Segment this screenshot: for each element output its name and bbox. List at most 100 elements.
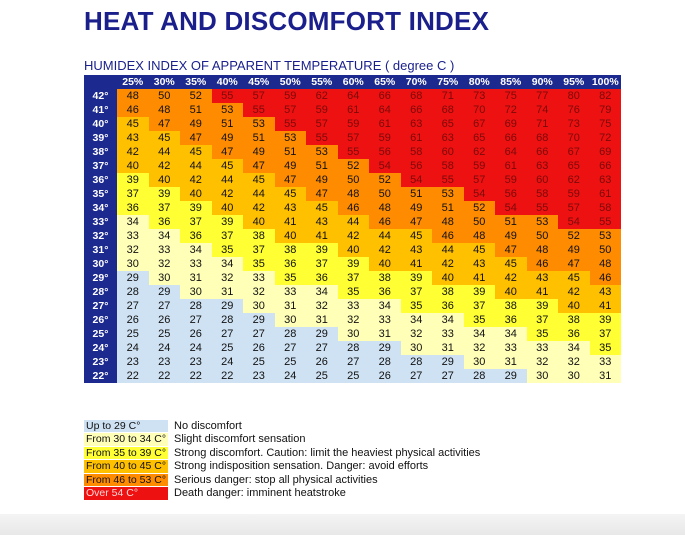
humidex-cell: 62 xyxy=(463,145,495,159)
humidex-cell: 34 xyxy=(558,341,590,355)
humidex-cell: 30 xyxy=(400,341,432,355)
humidex-cell: 58 xyxy=(400,145,432,159)
humidity-header-row: 25% 30% 35% 40% 45% 50% 55% 60% 65% 70% 75% 80% 85% 9… xyxy=(84,75,621,89)
humidex-cell: 52 xyxy=(369,173,401,187)
humidex-cell: 33 xyxy=(526,341,558,355)
table-row: 25° 25 25 26 27 27 28 29 30 31 32 33 34 34 35 36 37 xyxy=(84,327,621,341)
humidex-cell: 50 xyxy=(337,173,369,187)
humidity-label: 30% xyxy=(148,75,180,89)
humidex-cell: 23 xyxy=(117,355,149,369)
humidex-cell: 55 xyxy=(274,117,306,131)
humidex-cell: 75 xyxy=(495,89,527,103)
humidex-cell: 30 xyxy=(558,369,590,383)
humidex-cell: 40 xyxy=(558,299,590,313)
table-corner xyxy=(84,75,117,89)
humidex-cell: 53 xyxy=(526,215,558,229)
humidex-cell: 42 xyxy=(148,159,180,173)
humidex-cell: 47 xyxy=(495,243,527,257)
temperature-label: 24° xyxy=(84,341,117,355)
humidex-cell: 29 xyxy=(306,327,338,341)
humidex-cell: 48 xyxy=(117,89,149,103)
legend-swatch: From 40 to 45 C° xyxy=(84,460,168,473)
humidex-cell: 38 xyxy=(558,313,590,327)
humidex-cell: 37 xyxy=(526,313,558,327)
humidity-label: 60% xyxy=(337,75,369,89)
humidex-cell: 31 xyxy=(432,341,464,355)
humidex-cell: 75 xyxy=(589,117,621,131)
legend-item: From 35 to 39 C° Strong discomfort. Cauti… xyxy=(84,446,480,460)
humidex-cell: 53 xyxy=(243,117,275,131)
humidity-label: 50% xyxy=(274,75,306,89)
humidex-cell: 41 xyxy=(589,299,621,313)
humidex-cell: 55 xyxy=(337,145,369,159)
humidex-cell: 32 xyxy=(306,299,338,313)
humidex-cell: 24 xyxy=(274,369,306,383)
temperature-label: 29° xyxy=(84,271,117,285)
humidex-cell: 31 xyxy=(495,355,527,369)
humidex-cell: 47 xyxy=(180,131,212,145)
humidex-cell: 50 xyxy=(463,215,495,229)
temperature-label: 28° xyxy=(84,285,117,299)
humidex-cell: 60 xyxy=(432,145,464,159)
humidex-cell: 37 xyxy=(306,257,338,271)
humidex-cell: 24 xyxy=(117,341,149,355)
humidex-cell: 35 xyxy=(274,271,306,285)
humidex-cell: 43 xyxy=(463,257,495,271)
humidex-cell: 31 xyxy=(369,327,401,341)
humidex-cell: 54 xyxy=(495,201,527,215)
humidex-cell: 38 xyxy=(243,229,275,243)
humidex-cell: 26 xyxy=(148,313,180,327)
humidex-cell: 59 xyxy=(306,103,338,117)
humidex-cell: 35 xyxy=(589,341,621,355)
humidex-cell: 45 xyxy=(558,271,590,285)
humidex-cell: 29 xyxy=(432,355,464,369)
legend-swatch: From 35 to 39 C° xyxy=(84,446,168,459)
table-row: 26° 26 26 27 28 29 30 31 32 33 34 34 35 36 37 38 39 xyxy=(84,313,621,327)
humidex-cell: 43 xyxy=(526,271,558,285)
humidex-cell: 54 xyxy=(558,215,590,229)
humidity-label: 75% xyxy=(432,75,464,89)
humidex-cell: 59 xyxy=(463,159,495,173)
humidex-cell: 34 xyxy=(180,243,212,257)
humidex-cell: 28 xyxy=(117,285,149,299)
humidex-cell: 40 xyxy=(274,229,306,243)
humidex-cell: 36 xyxy=(274,257,306,271)
temperature-label: 23° xyxy=(84,355,117,369)
humidex-cell: 38 xyxy=(432,285,464,299)
humidex-cell: 28 xyxy=(463,369,495,383)
temperature-label: 31° xyxy=(84,243,117,257)
humidex-cell: 51 xyxy=(243,131,275,145)
table-row: 34° 36 37 39 40 42 43 45 46 48 49 51 52 54 55 57 58 xyxy=(84,201,621,215)
temperature-label: 37° xyxy=(84,159,117,173)
humidex-cell: 39 xyxy=(117,173,149,187)
humidex-cell: 34 xyxy=(117,215,149,229)
temperature-label: 26° xyxy=(84,313,117,327)
humidex-cell: 47 xyxy=(558,257,590,271)
humidex-cell: 68 xyxy=(526,131,558,145)
humidex-cell: 47 xyxy=(148,117,180,131)
legend-swatch: Up to 29 C° xyxy=(84,419,168,432)
humidex-cell: 46 xyxy=(337,201,369,215)
humidex-cell: 61 xyxy=(495,159,527,173)
humidex-cell: 25 xyxy=(211,341,243,355)
legend-description: Serious danger: stop all physical activi… xyxy=(174,473,378,486)
humidex-cell: 36 xyxy=(432,299,464,313)
humidex-cell: 51 xyxy=(211,117,243,131)
legend-swatch: From 46 to 53 C° xyxy=(84,473,168,486)
humidex-cell: 47 xyxy=(243,159,275,173)
humidex-cell: 36 xyxy=(180,229,212,243)
humidex-cell: 25 xyxy=(274,355,306,369)
humidex-cell: 40 xyxy=(148,173,180,187)
humidex-cell: 51 xyxy=(274,145,306,159)
humidex-cell: 27 xyxy=(117,299,149,313)
humidex-cell: 45 xyxy=(306,201,338,215)
legend-swatch: From 30 to 34 C° xyxy=(84,433,168,446)
humidex-cell: 37 xyxy=(117,187,149,201)
humidex-cell: 66 xyxy=(495,131,527,145)
table-row: 29° 29 30 31 32 33 35 36 37 38 39 40 41 42 43 45 46 xyxy=(84,271,621,285)
table-row: 30° 30 32 33 34 35 36 37 39 40 41 42 43 45 46 47 48 xyxy=(84,257,621,271)
humidex-cell: 39 xyxy=(400,271,432,285)
humidex-cell: 45 xyxy=(400,229,432,243)
legend-description: No discomfort xyxy=(174,419,242,432)
humidex-cell: 33 xyxy=(337,299,369,313)
